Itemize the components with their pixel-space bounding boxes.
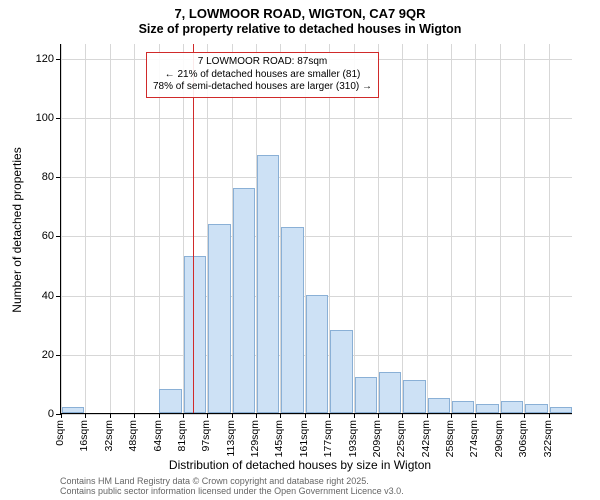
grid-h [61,414,572,415]
xtick-label: 306sqm [517,420,529,457]
ytick-label: 100 [14,112,54,124]
annotation-line1: 7 LOWMOOR ROAD: 87sqm [153,56,372,69]
xtick-label: 209sqm [371,420,383,457]
xtick-label: 32sqm [103,420,115,452]
xtick-mark [61,413,62,418]
xtick-label: 97sqm [200,420,212,452]
xtick-mark [378,413,379,418]
ytick-label: 0 [14,408,54,420]
xtick-mark [207,413,208,418]
xtick-mark [549,413,550,418]
chart-title-line1: 7, LOWMOOR ROAD, WIGTON, CA7 9QR [0,6,600,21]
chart-title-line2: Size of property relative to detached ho… [0,22,600,36]
histogram-bar [379,372,401,413]
xtick-mark [475,413,476,418]
xtick-label: 161sqm [298,420,310,457]
xtick-label: 177sqm [322,420,334,457]
histogram-bar [281,227,303,413]
xtick-label: 242sqm [420,420,432,457]
histogram-bar [208,224,230,413]
xtick-mark [110,413,111,418]
xtick-label: 225sqm [395,420,407,457]
histogram-bar [62,407,84,413]
xtick-label: 258sqm [444,420,456,457]
histogram-bar [257,155,279,413]
grid-h [61,177,572,178]
xtick-label: 113sqm [225,420,237,457]
xtick-label: 193sqm [347,420,359,457]
xtick-label: 129sqm [249,420,261,457]
grid-h [61,236,572,237]
xtick-mark [85,413,86,418]
grid-v [85,44,86,413]
xtick-mark [256,413,257,418]
chart-footer: Contains HM Land Registry data © Crown c… [60,476,404,497]
grid-v [451,44,452,413]
grid-v [354,44,355,413]
histogram-bar [233,188,255,413]
annotation-line2: ← 21% of detached houses are smaller (81… [153,69,372,82]
histogram-bar [330,330,352,413]
xtick-mark [402,413,403,418]
grid-v [378,44,379,413]
histogram-bar [550,407,572,413]
xtick-mark [232,413,233,418]
xtick-mark [183,413,184,418]
ytick-label: 80 [14,171,54,183]
histogram-bar [403,380,425,413]
xtick-mark [280,413,281,418]
grid-v [524,44,525,413]
grid-v [402,44,403,413]
ytick-label: 40 [14,290,54,302]
grid-v [427,44,428,413]
xtick-mark [427,413,428,418]
histogram-bar [501,401,523,413]
histogram-bar [159,389,181,413]
ytick-label: 120 [14,53,54,65]
xtick-label: 16sqm [78,420,90,452]
xtick-mark [159,413,160,418]
histogram-bar [476,404,498,413]
annotation-box: 7 LOWMOOR ROAD: 87sqm ← 21% of detached … [146,52,379,98]
xtick-mark [524,413,525,418]
xtick-mark [134,413,135,418]
histogram-bar [184,256,206,413]
footer-line1: Contains HM Land Registry data © Crown c… [60,476,404,486]
ytick-label: 60 [14,230,54,242]
xtick-mark [354,413,355,418]
histogram-bar [452,401,474,413]
xtick-mark [329,413,330,418]
grid-v [134,44,135,413]
grid-v [61,44,62,413]
grid-v [475,44,476,413]
grid-v [500,44,501,413]
xtick-label: 274sqm [468,420,480,457]
histogram-bar [355,377,377,413]
plot-area: 7 LOWMOOR ROAD: 87sqm ← 21% of detached … [60,44,572,414]
xtick-label: 145sqm [273,420,285,457]
footer-line2: Contains public sector information licen… [60,486,404,496]
xtick-label: 81sqm [176,420,188,452]
grid-v [110,44,111,413]
xtick-label: 290sqm [493,420,505,457]
histogram-bar [525,404,547,413]
xtick-label: 64sqm [152,420,164,452]
annotation-line3: 78% of semi-detached houses are larger (… [153,81,372,94]
xtick-label: 322sqm [542,420,554,457]
grid-v [159,44,160,413]
histogram-bar [306,295,328,413]
grid-h [61,118,572,119]
xtick-mark [305,413,306,418]
xtick-label: 0sqm [54,420,66,446]
x-axis-label: Distribution of detached houses by size … [0,458,600,472]
histogram-bar [428,398,450,413]
reference-line [193,44,194,413]
xtick-mark [451,413,452,418]
ytick-label: 20 [14,349,54,361]
xtick-mark [500,413,501,418]
grid-v [549,44,550,413]
xtick-label: 48sqm [127,420,139,452]
